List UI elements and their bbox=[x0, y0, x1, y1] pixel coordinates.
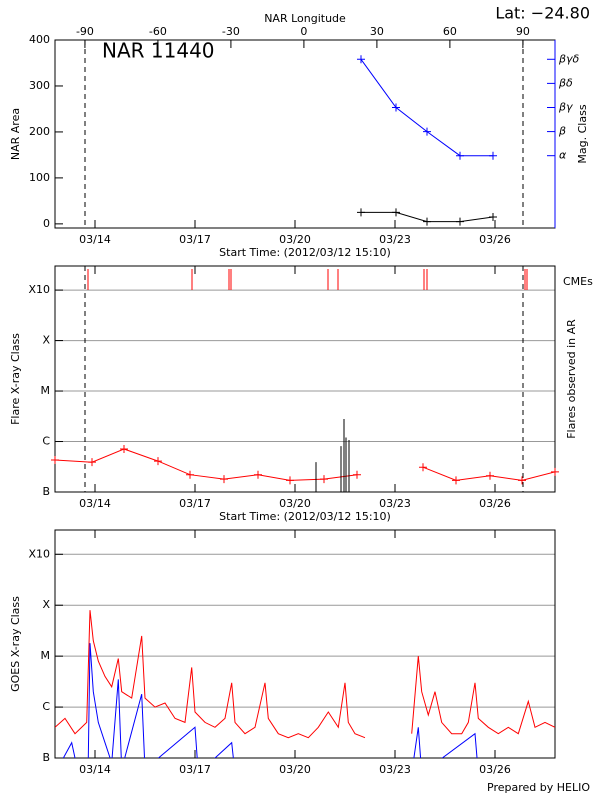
point-marker bbox=[456, 217, 464, 226]
y-tick-label: 0 bbox=[43, 217, 50, 230]
x-tick-label: 03/20 bbox=[279, 497, 311, 510]
region-label: NAR 11440 bbox=[102, 39, 215, 63]
y-tick-label: X10 bbox=[28, 547, 50, 560]
x-tick-label: 03/26 bbox=[479, 233, 511, 246]
y-tick-label: X bbox=[42, 598, 50, 611]
x-tick-label: 03/17 bbox=[179, 233, 211, 246]
x-tick-label: 03/17 bbox=[179, 763, 211, 776]
x-tick-label: 03/23 bbox=[379, 233, 411, 246]
y-tick-label: C bbox=[42, 435, 50, 448]
y-tick-label: 400 bbox=[29, 33, 50, 46]
x-tick-label: 03/23 bbox=[379, 497, 411, 510]
x-tick-label: 03/20 bbox=[279, 763, 311, 776]
point-marker bbox=[51, 456, 59, 465]
y-tick-label: 100 bbox=[29, 171, 50, 184]
y2-axis-label: Flares observed in AR bbox=[565, 319, 578, 439]
x-tick-label: 03/14 bbox=[79, 763, 111, 776]
y-tick-label: M bbox=[41, 384, 51, 397]
y-axis-label: Flare X-ray Class bbox=[9, 333, 22, 425]
point-marker bbox=[154, 457, 162, 466]
x-axis-label: Start Time: (2012/03/12 15:10) bbox=[219, 246, 391, 259]
point-marker bbox=[423, 217, 431, 226]
point-marker bbox=[392, 103, 400, 112]
point-marker bbox=[518, 476, 526, 485]
y-tick-label: C bbox=[42, 700, 50, 713]
point-marker bbox=[186, 470, 194, 479]
x2-tick-label: 90 bbox=[516, 25, 530, 38]
x-tick-label: 03/23 bbox=[379, 763, 411, 776]
y-tick-label: X10 bbox=[28, 283, 50, 296]
point-marker bbox=[357, 208, 365, 217]
x-tick-label: 03/26 bbox=[479, 497, 511, 510]
point-marker bbox=[452, 476, 460, 485]
y-axis-label: GOES X-ray Class bbox=[9, 596, 22, 692]
x2-tick-label: 0 bbox=[300, 25, 307, 38]
point-marker bbox=[357, 55, 365, 64]
y-axis-label: NAR Area bbox=[9, 108, 22, 160]
point-marker bbox=[320, 475, 328, 484]
x2-tick-label: 60 bbox=[443, 25, 457, 38]
x2-tick-label: 30 bbox=[370, 25, 384, 38]
y-tick-label: M bbox=[41, 649, 51, 662]
point-marker bbox=[254, 470, 262, 479]
point-marker bbox=[286, 476, 294, 485]
point-marker bbox=[220, 475, 228, 484]
footer: Prepared by HELIO bbox=[487, 781, 590, 794]
x-tick-label: 03/14 bbox=[79, 233, 111, 246]
point-marker bbox=[88, 458, 96, 467]
point-marker bbox=[489, 151, 497, 160]
series-line bbox=[55, 610, 555, 739]
y2-tick-label: βγ bbox=[558, 100, 573, 113]
point-marker bbox=[456, 151, 464, 160]
series-line bbox=[360, 59, 493, 157]
y2-tick-label: α bbox=[559, 149, 567, 162]
x2-tick-label: -30 bbox=[222, 25, 240, 38]
x2-axis-label: NAR Longitude bbox=[264, 12, 346, 25]
x2-tick-label: -90 bbox=[76, 25, 94, 38]
series-line bbox=[62, 643, 478, 758]
point-marker bbox=[419, 463, 427, 472]
legend-entry: CMEs bbox=[563, 275, 593, 288]
point-marker bbox=[120, 445, 128, 454]
y-tick-label: 200 bbox=[29, 125, 50, 138]
y-tick-label: B bbox=[42, 485, 50, 498]
y2-axis-label: Mag. Class bbox=[576, 104, 589, 163]
point-marker bbox=[486, 471, 494, 480]
y-tick-label: X bbox=[42, 334, 50, 347]
point-marker bbox=[353, 470, 361, 479]
y-tick-label: 300 bbox=[29, 79, 50, 92]
point-marker bbox=[392, 208, 400, 217]
x-tick-label: 03/20 bbox=[279, 233, 311, 246]
point-marker bbox=[489, 212, 497, 221]
y-tick-label: B bbox=[42, 751, 50, 764]
x-tick-label: 03/17 bbox=[179, 497, 211, 510]
x-axis-label: Start Time: (2012/03/12 15:10) bbox=[219, 510, 391, 523]
point-marker bbox=[551, 467, 559, 476]
x-tick-label: 03/26 bbox=[479, 763, 511, 776]
series-line bbox=[55, 448, 555, 481]
latitude-label: Lat: −24.80 bbox=[495, 4, 590, 23]
x-tick-label: 03/14 bbox=[79, 497, 111, 510]
plot-frame bbox=[54, 39, 556, 229]
point-marker bbox=[423, 127, 431, 136]
y2-tick-label: β bbox=[558, 125, 566, 138]
plot-frame bbox=[54, 529, 556, 759]
x2-tick-label: -60 bbox=[149, 25, 167, 38]
y2-tick-label: βδ bbox=[558, 76, 573, 89]
y2-tick-label: βγδ bbox=[558, 52, 580, 65]
plot-frame bbox=[54, 265, 556, 493]
